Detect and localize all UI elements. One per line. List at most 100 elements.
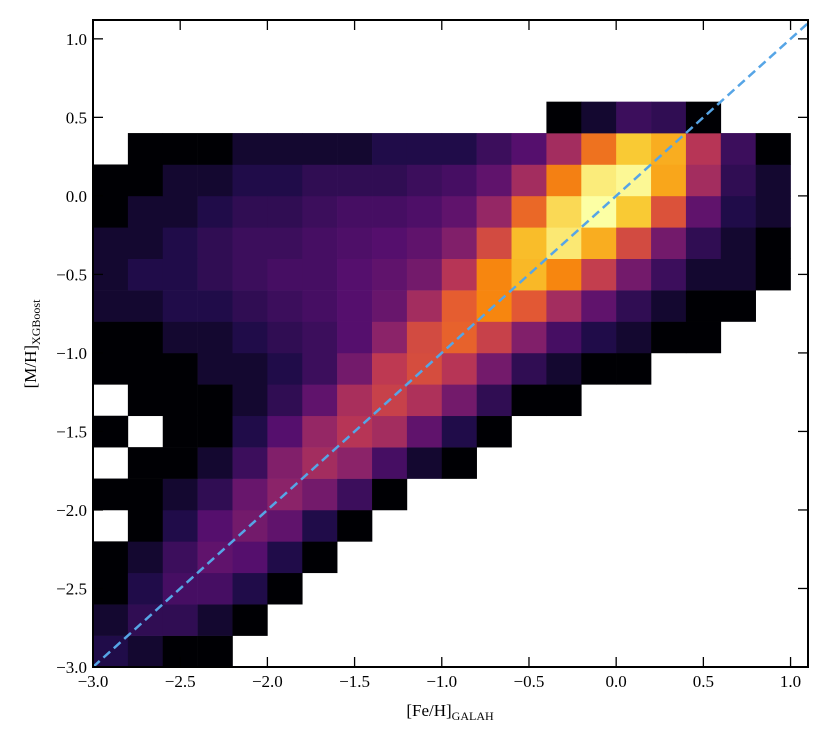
x-label-main: [Fe/H] (406, 701, 451, 720)
bin (162, 415, 198, 448)
bin (127, 290, 164, 322)
bin (162, 352, 198, 385)
bin (406, 352, 443, 385)
y-tick-label: −1.5 (56, 422, 87, 441)
bin (372, 447, 408, 479)
bin (372, 195, 408, 228)
bin (267, 164, 303, 197)
bin (232, 352, 268, 385)
bin (511, 164, 547, 197)
bin (616, 352, 652, 385)
bin (162, 164, 198, 197)
bin (197, 384, 233, 417)
bin (232, 541, 268, 574)
bin (372, 227, 408, 259)
bin (267, 133, 303, 165)
bin (197, 195, 233, 228)
bin (476, 321, 512, 354)
x-tick-label: −1.5 (339, 672, 370, 691)
bin (406, 384, 443, 417)
bin (197, 258, 233, 291)
bin (337, 509, 373, 542)
bin (232, 384, 268, 417)
bin (197, 478, 233, 511)
bin (337, 447, 373, 479)
bin (232, 415, 268, 448)
bin (372, 164, 408, 197)
bin (720, 290, 756, 322)
y-tick-label: 0.0 (66, 187, 87, 206)
bin (755, 258, 791, 291)
bin (197, 290, 233, 322)
bin (302, 258, 338, 291)
bin (232, 447, 268, 479)
bin (441, 227, 477, 259)
bin (267, 541, 303, 574)
bin (406, 133, 443, 165)
bin (720, 164, 756, 197)
bin (546, 384, 582, 417)
bin (197, 509, 233, 542)
bin (546, 258, 582, 291)
y-axis-label: [M/H]XGBoost (21, 299, 43, 388)
x-tick-label: −3.0 (78, 672, 109, 691)
bin (302, 290, 338, 322)
bin (651, 321, 687, 354)
bin (337, 164, 373, 197)
bin (546, 133, 582, 165)
x-tick-label: −2.0 (252, 672, 283, 691)
x-tick-label: −2.5 (165, 672, 196, 691)
bin (651, 290, 687, 322)
bin (546, 164, 582, 197)
bin (441, 133, 477, 165)
bin (406, 258, 443, 291)
bin (93, 321, 129, 354)
bin (267, 258, 303, 291)
bin (441, 352, 477, 385)
bin (232, 321, 268, 354)
bin (581, 258, 617, 291)
bin (162, 321, 198, 354)
bin (616, 258, 652, 291)
bin (755, 227, 791, 259)
bin (197, 227, 233, 259)
bin (302, 415, 338, 448)
y-label-main: [M/H] (21, 345, 40, 388)
bin (267, 227, 303, 259)
bin (232, 290, 268, 322)
bin (372, 352, 408, 385)
bin (337, 384, 373, 417)
bin (406, 321, 443, 354)
bin (406, 290, 443, 322)
bin (476, 227, 512, 259)
bin (197, 321, 233, 354)
bin (720, 258, 756, 291)
bin (511, 195, 547, 228)
bin (197, 635, 233, 668)
bin (337, 321, 373, 354)
bin (337, 195, 373, 228)
bin (581, 227, 617, 259)
bin (93, 164, 129, 197)
bin (581, 101, 617, 134)
bin (685, 258, 722, 291)
bin (232, 133, 268, 165)
bin (162, 541, 198, 574)
bin (546, 195, 582, 228)
bin (232, 572, 268, 605)
bin (685, 164, 722, 197)
bin (267, 415, 303, 448)
bin (685, 195, 722, 228)
bin (162, 447, 198, 479)
bin (476, 133, 512, 165)
bin (197, 415, 233, 448)
bin (127, 227, 164, 259)
bin (511, 227, 547, 259)
bin (127, 352, 164, 385)
bin (616, 321, 652, 354)
bin (197, 447, 233, 479)
x-tick-label: 0.0 (606, 672, 627, 691)
bin (441, 195, 477, 228)
bin (685, 321, 722, 354)
bin (441, 415, 477, 448)
